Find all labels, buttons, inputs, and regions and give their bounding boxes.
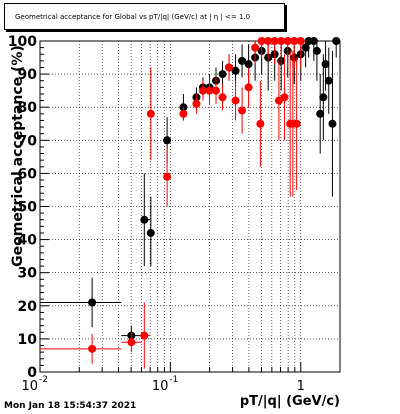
x-tick-label: 1 <box>297 379 305 394</box>
data-point <box>205 86 214 95</box>
data-point <box>319 93 328 102</box>
x-tick-label: 10 <box>21 379 38 394</box>
data-point <box>270 37 279 45</box>
data-point <box>324 76 333 85</box>
data-point <box>192 99 201 108</box>
data-point <box>316 109 325 118</box>
y-axis-label: Geometrical acceptance (%) <box>10 45 26 267</box>
chart-title: Geometrical acceptance for Global vs pT/… <box>15 13 251 21</box>
y-tick-label: 60 <box>18 166 38 182</box>
data-point <box>163 172 172 181</box>
data-point <box>225 63 234 72</box>
y-tick-label: 80 <box>18 100 38 116</box>
y-tick-label: 70 <box>18 133 38 149</box>
data-point <box>244 60 253 69</box>
data-point <box>231 66 240 75</box>
data-point <box>301 43 310 52</box>
data-point <box>328 119 337 128</box>
data-point <box>264 37 273 45</box>
data-point <box>332 37 341 45</box>
y-tick-label: 100 <box>8 34 37 50</box>
chart-title-box: Geometrical acceptance for Global vs pT/… <box>4 3 285 30</box>
data-point <box>231 96 240 105</box>
data-point <box>290 37 299 45</box>
x-tick-label-exponent: -1 <box>169 375 178 385</box>
y-tick-label: 50 <box>18 200 38 216</box>
data-point <box>312 46 321 55</box>
timestamp-label: Mon Jan 18 15:54:37 2021 <box>4 401 137 411</box>
data-point <box>146 109 155 118</box>
data-point <box>296 37 305 45</box>
data-series <box>40 37 341 369</box>
data-point <box>88 298 97 307</box>
data-point <box>292 119 301 128</box>
y-tick-label: 90 <box>18 67 38 83</box>
data-point <box>256 119 265 128</box>
x-axis-label: pT/|q| (GeV/c) <box>240 394 340 409</box>
y-tick-label: 10 <box>18 332 38 348</box>
data-point <box>309 37 318 45</box>
data-point <box>218 70 227 79</box>
data-point <box>218 93 227 102</box>
data-point <box>257 37 266 45</box>
data-point <box>212 86 221 95</box>
x-tick-label: 10 <box>152 379 169 394</box>
data-point <box>280 93 289 102</box>
data-point <box>238 106 247 115</box>
data-point <box>198 86 207 95</box>
data-point <box>127 338 136 347</box>
data-point <box>244 83 253 92</box>
data-point <box>179 109 188 118</box>
data-point <box>88 344 97 353</box>
data-point <box>146 228 155 237</box>
data-point <box>238 56 247 65</box>
data-point <box>251 43 260 52</box>
data-point <box>277 37 286 45</box>
y-tick-label: 0 <box>27 365 37 381</box>
y-tick-label: 20 <box>18 299 38 315</box>
data-point <box>140 215 149 224</box>
x-tick-label-exponent: -2 <box>39 375 48 385</box>
data-point <box>163 136 172 145</box>
data-point <box>140 331 149 340</box>
data-point <box>283 37 292 45</box>
y-tick-label: 40 <box>18 233 38 249</box>
y-tick-label: 30 <box>18 266 38 282</box>
data-point <box>321 60 330 69</box>
series-1 <box>40 37 341 346</box>
series-2 <box>40 37 305 369</box>
grid <box>40 41 341 372</box>
